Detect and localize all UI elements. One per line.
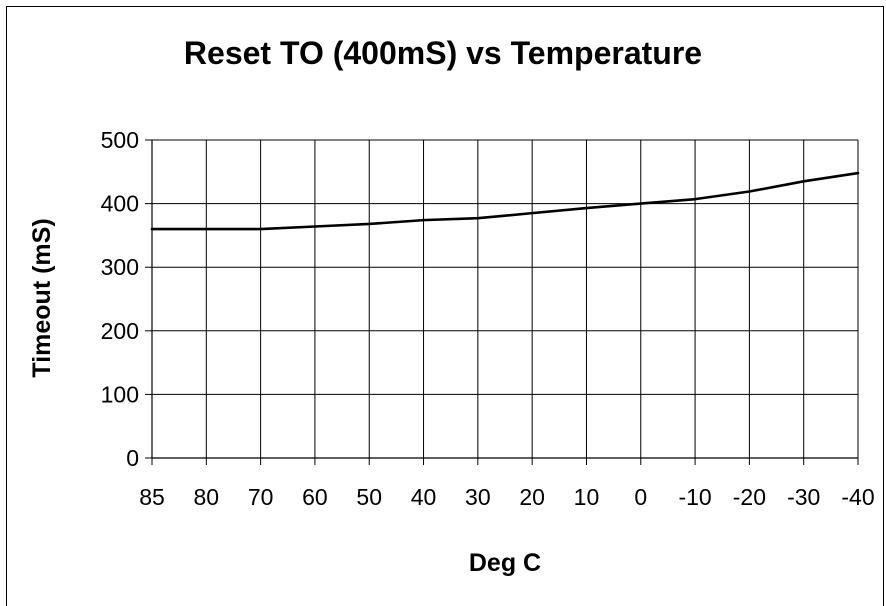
data-point-85	[151, 228, 153, 230]
grid-layer	[152, 139, 859, 458]
data-point--40	[857, 172, 859, 174]
x-tick-label-0: 0	[634, 484, 647, 510]
x-tick-label-40: 40	[411, 484, 437, 510]
x-tick-label-50: 50	[356, 484, 382, 510]
x-tick-label--20: -20	[733, 484, 766, 510]
series-layer	[150, 171, 860, 231]
chart-title: Reset TO (400mS) vs Temperature	[184, 35, 702, 71]
x-tick-label--30: -30	[787, 484, 820, 510]
x-tick-label-70: 70	[248, 484, 274, 510]
data-point-70	[259, 228, 262, 230]
y-tick-label-400: 400	[101, 191, 139, 217]
x-tick-label--10: -10	[678, 484, 711, 510]
x-tick-label-10: 10	[574, 484, 600, 510]
x-axis-title: Deg C	[469, 549, 541, 577]
data-point-0	[639, 202, 642, 205]
data-point--20	[748, 190, 751, 193]
x-tick-label-80: 80	[194, 484, 220, 510]
x-tick-label-85: 85	[139, 484, 165, 510]
data-point-20	[531, 212, 533, 214]
data-point-50	[368, 223, 371, 225]
data-point--30	[802, 180, 805, 183]
y-tick-label-500: 500	[101, 127, 139, 153]
data-point--10	[694, 198, 696, 200]
y-tick-label-200: 200	[101, 318, 139, 344]
y-tick-label-300: 300	[101, 254, 139, 280]
data-point-80	[205, 228, 208, 230]
data-point-10	[585, 207, 588, 209]
y-tick-label-0: 0	[126, 445, 139, 471]
series-line-0	[150, 171, 860, 231]
data-point-40	[422, 219, 425, 221]
data-point-60	[314, 225, 316, 228]
x-tick-label-60: 60	[302, 484, 328, 510]
y-tick-label-100: 100	[101, 381, 139, 407]
y-axis-title: Timeout (mS)	[28, 218, 56, 377]
x-tick-label-20: 20	[519, 484, 545, 510]
x-tick-label--40: -40	[841, 484, 874, 510]
data-point-30	[477, 217, 479, 220]
axis-layer	[145, 139, 859, 465]
x-tick-label-30: 30	[465, 484, 491, 510]
